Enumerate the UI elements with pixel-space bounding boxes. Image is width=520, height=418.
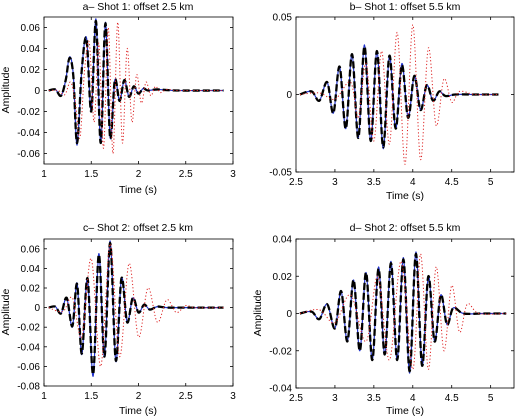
x-tick-label-c-2: 2 — [136, 391, 142, 402]
panel-b: b– Shot 1: offset 5.5 km 2.5 3 3.5 4 4.5 5 -0.… — [269, 1, 515, 202]
y-tick-label-a-4: 0.02 — [21, 65, 41, 76]
series-layer-d — [299, 251, 507, 374]
y-tick-label-c-1: -0.06 — [17, 362, 40, 373]
y-tick-label-b-2: 0.05 — [273, 13, 293, 24]
x-tick-label-a-0: 1 — [41, 169, 47, 180]
series-layer-a — [48, 18, 224, 155]
xlabel-d: Time (s) — [386, 405, 424, 417]
xlabel-c: Time (s) — [119, 405, 157, 417]
y-tick-label-d-1: -0.02 — [269, 346, 292, 357]
y-tick-label-c-2: -0.04 — [17, 342, 40, 353]
series-line-b-3 — [299, 24, 499, 165]
ylabel-d: Amplitude — [252, 290, 264, 337]
panel-c: c– Shot 2: offset 2.5 km 1 1.5 2 2.5 3 -0.08 -… — [0, 222, 236, 417]
title-a: a– Shot 1: offset 2.5 km — [83, 1, 194, 13]
y-tick-label-a-0: -0.06 — [17, 149, 40, 160]
x-tick-label-a-3: 2.5 — [179, 169, 193, 180]
ylabel-a: Amplitude — [0, 67, 12, 114]
x-tick-label-d-3: 4 — [410, 393, 416, 404]
y-tick-label-c-6: 0.04 — [21, 264, 41, 275]
title-b: b– Shot 1: offset 5.5 km — [350, 1, 461, 13]
x-tick-label-b-5: 5 — [488, 177, 494, 188]
y-tick-label-a-5: 0.04 — [21, 44, 41, 55]
y-tick-label-a-6: 0.06 — [21, 23, 41, 34]
tick-layer-c: 1 1.5 2 2.5 3 -0.08 -0.06 -0.04 -0.02 0 0.02 0.04 0.… — [17, 239, 236, 402]
tick-layer-a: 1 1.5 2 2.5 3 -0.06 -0.04 -0.02 0 0.02 0.04 0.06 — [17, 17, 236, 180]
y-tick-label-a-3: 0 — [34, 86, 40, 97]
y-tick-label-a-2: -0.02 — [17, 107, 40, 118]
x-tick-label-c-0: 1 — [41, 391, 47, 402]
y-tick-label-d-4: 0.04 — [273, 235, 293, 246]
series-line-a-2 — [48, 20, 224, 145]
panel-d: d– Shot 2: offset 5.5 km 2.5 3 3.5 4 4.5 5 -0.… — [252, 222, 515, 417]
series-line-d-2 — [299, 252, 507, 373]
x-tick-label-a-1: 1.5 — [84, 169, 98, 180]
y-tick-label-b-1: 0 — [286, 90, 292, 101]
x-tick-label-b-1: 3 — [332, 177, 338, 188]
xlabel-a: Time (s) — [119, 184, 157, 196]
panel-a: a– Shot 1: offset 2.5 km 1 1.5 2 2.5 3 -0.06 -… — [0, 1, 236, 196]
x-tick-label-c-4: 3 — [230, 391, 236, 402]
x-tick-label-d-1: 3 — [332, 393, 338, 404]
x-tick-label-d-5: 5 — [488, 393, 494, 404]
x-tick-label-b-2: 3.5 — [367, 177, 381, 188]
x-tick-label-b-4: 4.5 — [445, 177, 459, 188]
title-c: c– Shot 2: offset 2.5 km — [83, 222, 193, 234]
x-tick-label-d-0: 2.5 — [289, 393, 303, 404]
series-layer-b — [299, 24, 499, 165]
y-tick-label-d-2: 0 — [286, 309, 292, 320]
y-tick-label-a-1: -0.04 — [17, 128, 40, 139]
x-tick-label-c-3: 2.5 — [179, 391, 193, 402]
series-layer-c — [48, 240, 224, 377]
x-tick-label-b-0: 2.5 — [289, 177, 303, 188]
y-tick-label-b-0: -0.05 — [269, 168, 292, 179]
tick-layer-d: 2.5 3 3.5 4 4.5 5 -0.04 -0.02 0 0.02 0.04 — [269, 235, 514, 404]
xlabel-b: Time (s) — [386, 190, 424, 202]
y-tick-label-c-4: 0 — [34, 303, 40, 314]
x-tick-label-c-1: 1.5 — [84, 391, 98, 402]
x-tick-label-a-2: 2 — [136, 169, 142, 180]
x-tick-label-a-4: 3 — [230, 169, 236, 180]
y-tick-label-d-0: -0.04 — [269, 384, 292, 395]
y-tick-label-c-5: 0.02 — [21, 284, 41, 295]
title-d: d– Shot 2: offset 5.5 km — [350, 222, 461, 234]
series-line-a-3 — [48, 21, 224, 155]
series-line-c-3 — [48, 243, 224, 367]
tick-layer-b: 2.5 3 3.5 4 4.5 5 -0.05 0 0.05 — [269, 13, 514, 188]
x-tick-label-d-4: 4.5 — [445, 393, 459, 404]
y-tick-label-c-3: -0.02 — [17, 323, 40, 334]
ylabel-c: Amplitude — [0, 289, 12, 336]
y-tick-label-c-7: 0.06 — [21, 244, 41, 255]
x-tick-label-d-2: 3.5 — [367, 393, 381, 404]
x-tick-label-b-3: 4 — [410, 177, 416, 188]
series-line-c-2 — [48, 241, 224, 376]
y-tick-label-c-0: -0.08 — [17, 382, 40, 393]
y-tick-label-d-3: 0.02 — [273, 272, 293, 283]
